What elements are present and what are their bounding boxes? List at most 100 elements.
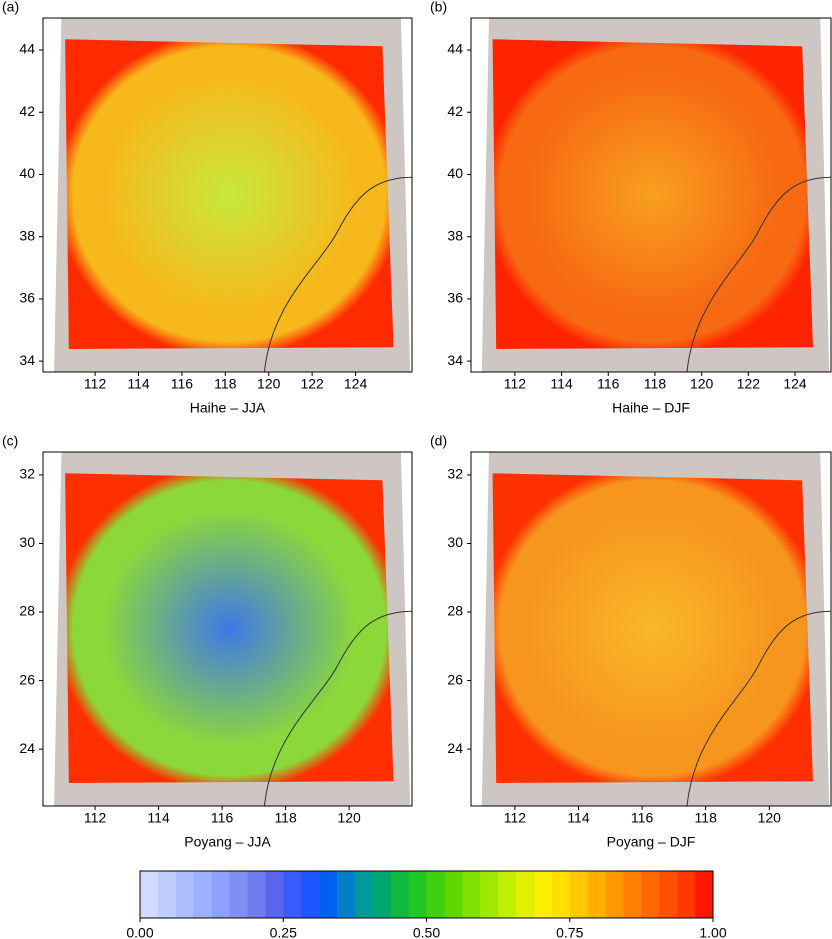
x-tick-label: 120 <box>690 376 714 392</box>
coastline <box>263 176 413 373</box>
color-box <box>157 871 177 918</box>
x-tick-label: 120 <box>758 810 782 826</box>
color-box <box>462 871 481 918</box>
y-tick-label: 30 <box>19 534 35 550</box>
color-box <box>301 871 320 918</box>
model-field <box>492 39 813 349</box>
color-box <box>569 871 589 918</box>
colorbar-tick-label: 1.00 <box>699 925 726 939</box>
color-box <box>587 871 607 918</box>
x-tick-label: 112 <box>504 376 527 392</box>
color-box <box>498 871 517 918</box>
y-tick-label: 42 <box>447 103 463 119</box>
x-tick-label: 116 <box>597 376 620 392</box>
x-tick-label: 114 <box>550 376 573 392</box>
y-tick-label: 26 <box>447 671 463 687</box>
color-box <box>211 871 231 918</box>
color-box <box>265 871 284 918</box>
panel-title: Haihe – JJA <box>190 400 266 416</box>
y-tick-label: 36 <box>447 290 463 306</box>
color-box <box>677 871 696 918</box>
y-tick-label: 24 <box>447 740 463 756</box>
x-tick-label: 120 <box>337 810 361 826</box>
panel-label: (b) <box>430 0 447 15</box>
y-tick-label: 32 <box>19 466 35 482</box>
x-tick-label: 122 <box>737 376 761 392</box>
y-tick-label: 38 <box>19 227 35 243</box>
colorbar-tick-label: 0.25 <box>270 925 297 939</box>
x-tick-label: 116 <box>211 810 234 826</box>
x-tick-label: 122 <box>300 376 324 392</box>
color-box <box>193 871 213 918</box>
y-tick-label: 40 <box>447 165 463 181</box>
color-box <box>372 871 392 918</box>
x-tick-label: 116 <box>171 376 194 392</box>
plot-frame <box>470 17 832 373</box>
color-box <box>533 871 553 918</box>
x-tick-label: 114 <box>127 376 150 392</box>
x-tick-label: 118 <box>214 376 237 392</box>
model-field <box>65 473 394 783</box>
x-tick-label: 118 <box>274 810 297 826</box>
y-tick-label: 26 <box>19 671 35 687</box>
x-tick-label: 112 <box>84 810 107 826</box>
color-box <box>480 871 499 918</box>
color-box <box>354 871 374 918</box>
color-box <box>659 871 678 918</box>
panel-title: Poyang – JJA <box>184 834 271 850</box>
plot-frame <box>42 17 413 373</box>
color-box <box>319 871 338 918</box>
x-tick-label: 112 <box>84 376 107 392</box>
color-box <box>140 871 159 918</box>
panel-label: (a) <box>2 0 19 15</box>
y-tick-label: 44 <box>447 41 463 57</box>
color-box <box>283 871 302 918</box>
x-tick-label: 124 <box>344 376 368 392</box>
panel-title: Haihe – DJF <box>612 400 690 416</box>
color-box <box>336 871 356 918</box>
y-tick-label: 40 <box>19 165 35 181</box>
y-tick-label: 36 <box>19 290 35 306</box>
color-box <box>623 871 642 918</box>
x-tick-label: 118 <box>695 810 718 826</box>
y-tick-label: 34 <box>19 352 35 368</box>
color-box <box>641 871 660 918</box>
coastline <box>686 610 832 807</box>
colorbar-tick-label: 0.50 <box>413 925 440 939</box>
model-field <box>65 39 394 349</box>
coastline <box>686 176 832 373</box>
coastline <box>263 610 413 807</box>
color-box <box>605 871 624 918</box>
model-field <box>492 473 813 783</box>
x-tick-label: 124 <box>783 376 807 392</box>
colorbar-tick-label: 0.75 <box>556 925 583 939</box>
color-box <box>247 871 266 918</box>
x-tick-label: 114 <box>567 810 590 826</box>
color-box <box>444 871 463 918</box>
x-tick-label: 112 <box>504 810 527 826</box>
panel-label: (c) <box>2 433 18 449</box>
panel-label: (d) <box>430 433 447 449</box>
x-tick-label: 118 <box>644 376 667 392</box>
panel-title: Poyang – DJF <box>607 834 696 850</box>
x-tick-label: 116 <box>631 810 654 826</box>
color-box <box>551 871 571 918</box>
y-tick-label: 34 <box>447 352 463 368</box>
plot-frame <box>470 451 832 807</box>
color-box <box>175 871 195 918</box>
y-tick-label: 38 <box>447 227 463 243</box>
color-box <box>516 871 535 918</box>
color-box <box>695 871 714 918</box>
color-box <box>408 871 427 918</box>
y-tick-label: 28 <box>19 603 35 619</box>
color-box <box>229 871 248 918</box>
y-tick-label: 42 <box>19 103 35 119</box>
x-tick-label: 114 <box>147 810 170 826</box>
x-tick-label: 120 <box>257 376 281 392</box>
color-box <box>426 871 445 918</box>
plot-frame <box>42 451 413 807</box>
y-tick-label: 30 <box>447 534 463 550</box>
y-tick-label: 28 <box>447 603 463 619</box>
y-tick-label: 24 <box>19 740 35 756</box>
